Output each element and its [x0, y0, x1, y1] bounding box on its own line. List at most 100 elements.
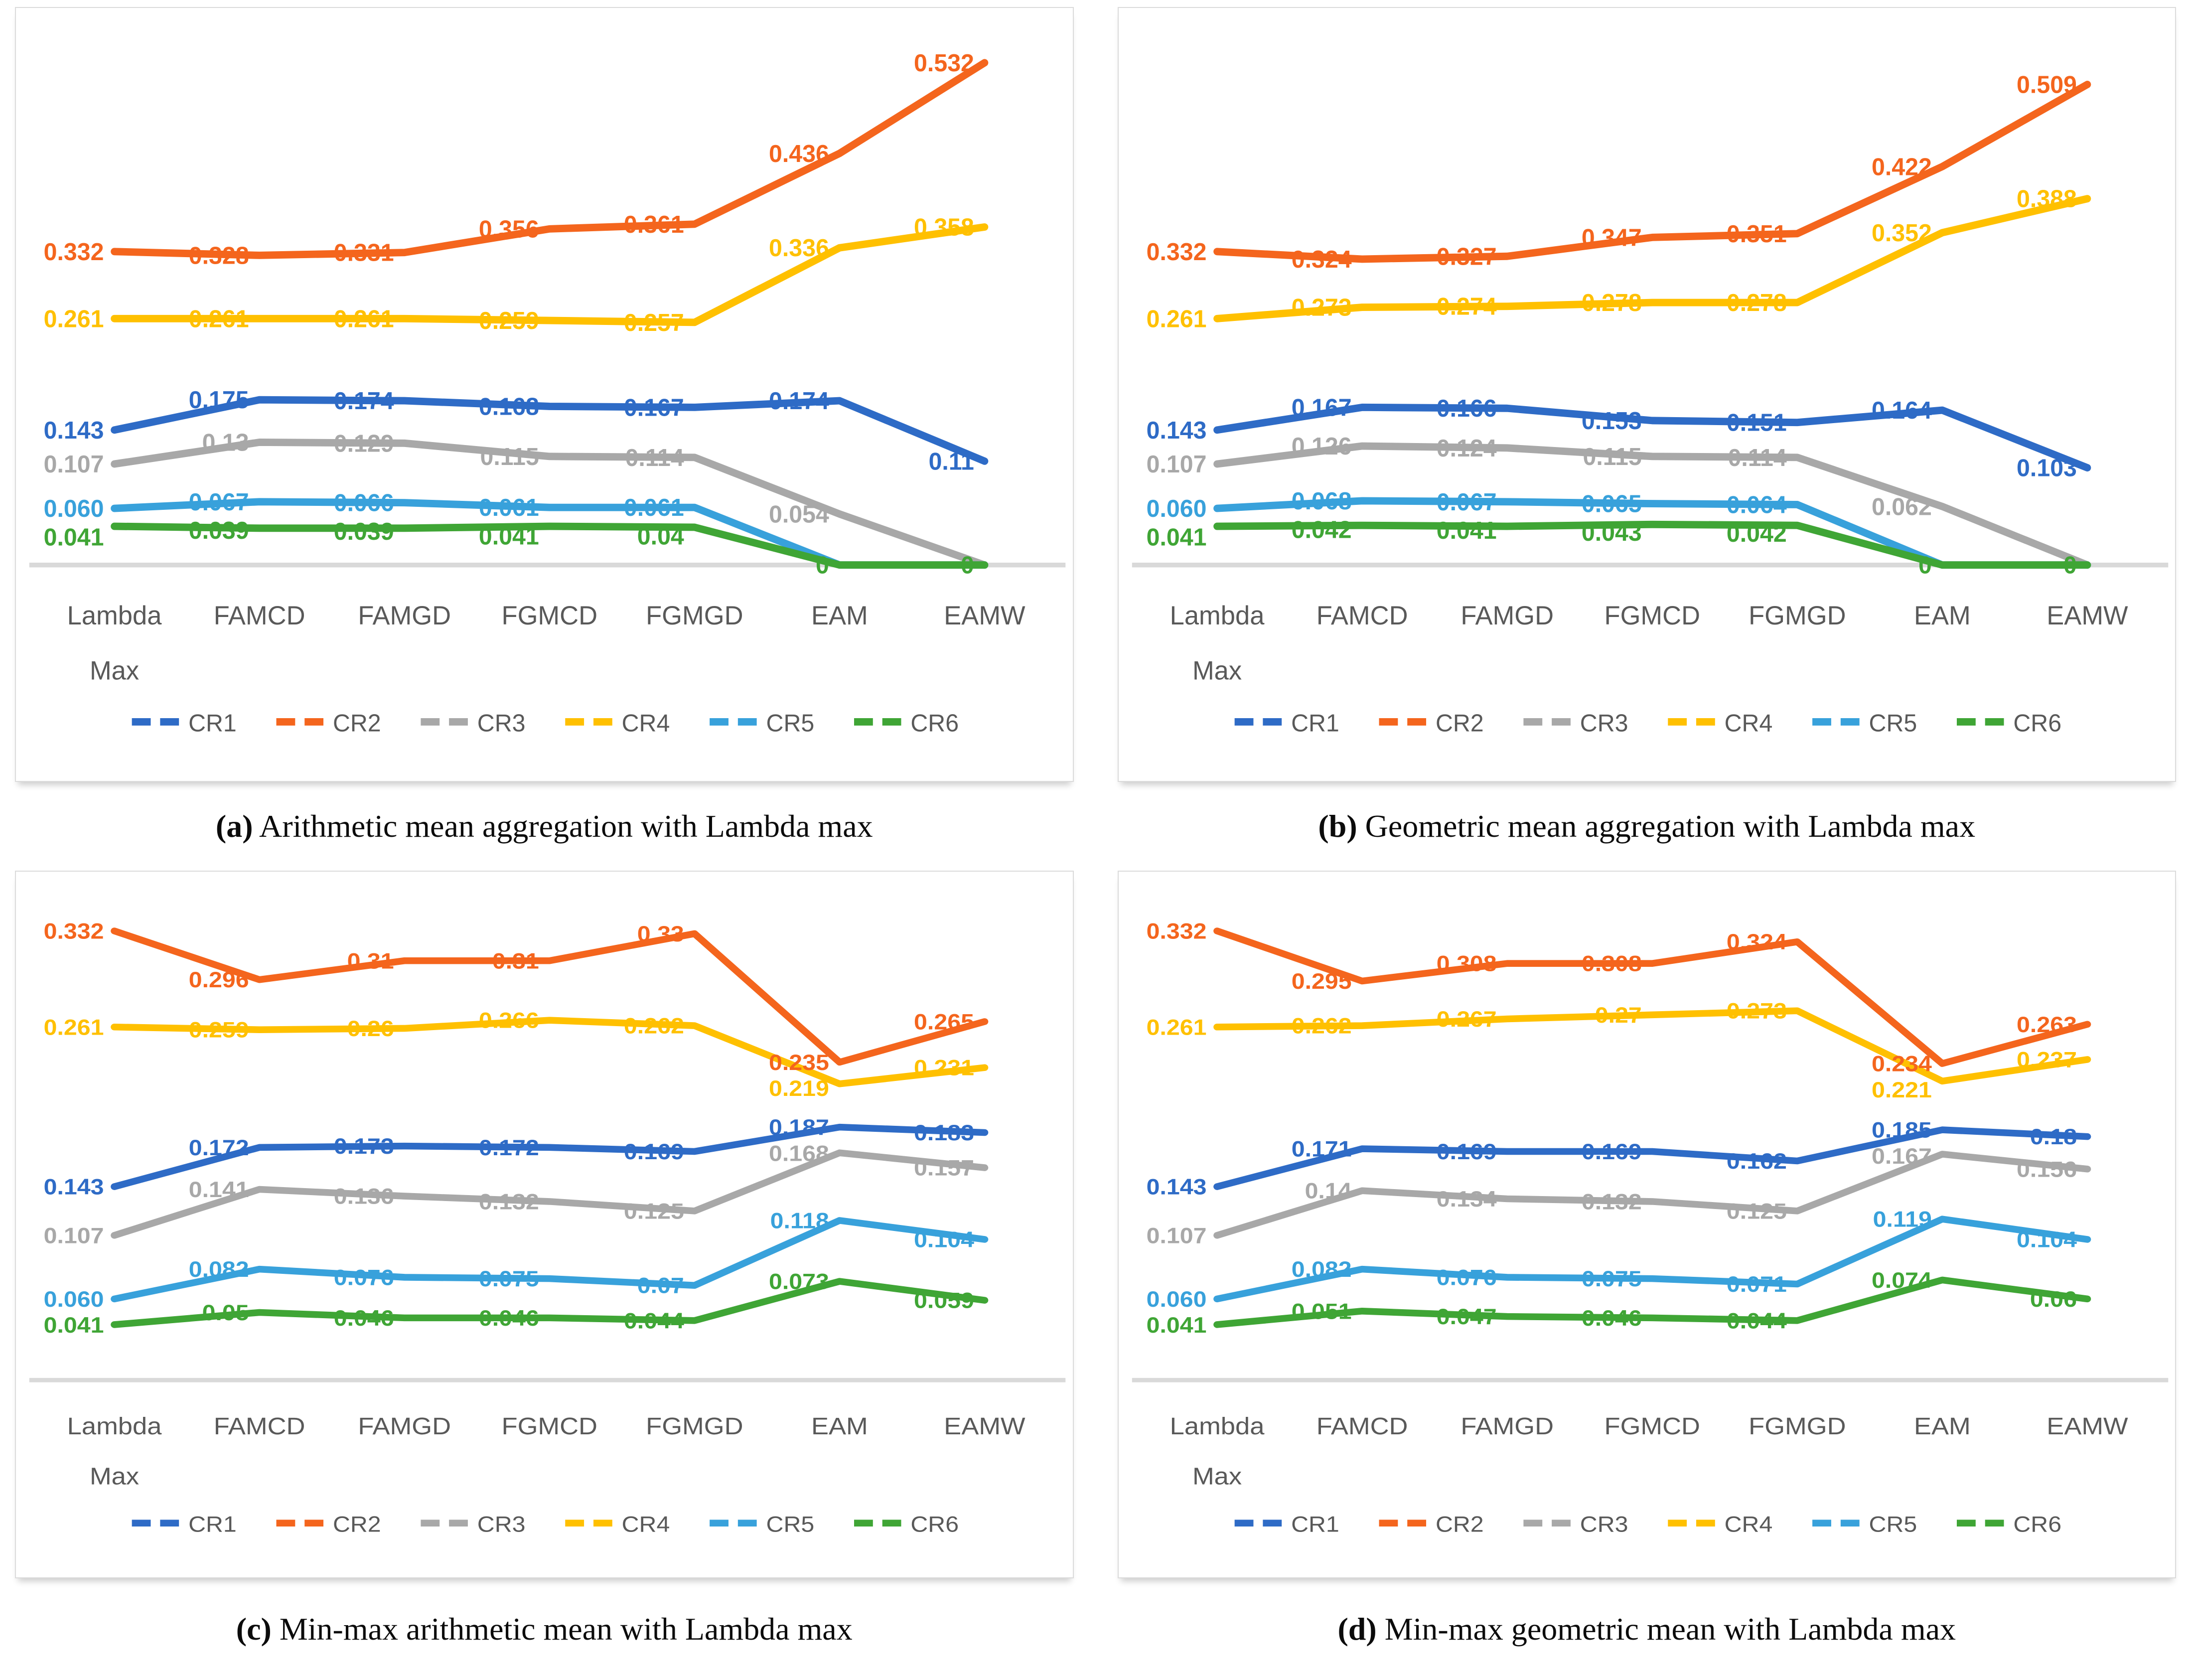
caption-b-text: Geometric mean aggregation with Lambda m… [1357, 808, 1976, 844]
data-label-CR5-1: 0.082 [189, 1257, 249, 1282]
series-line-CR3 [1213, 1151, 2091, 1239]
caption-d: (d) Min-max geometric mean with Lambda m… [1118, 1578, 2177, 1680]
legend-item-CR4: CR4 [565, 1512, 670, 1536]
data-label-CR1-2: 0.166 [1436, 395, 1496, 422]
data-label-CR2-5: 0.234 [1872, 1051, 1932, 1076]
x-tick-label-0: Max [90, 1462, 139, 1490]
data-label-CR2-4: 0.361 [624, 211, 684, 238]
series-line-CR1 [111, 1123, 989, 1190]
x-tick-label-6: EAMW [944, 601, 1025, 630]
legend-label-CR6: CR6 [910, 710, 959, 737]
legend-label-CR4: CR4 [622, 1512, 670, 1536]
data-label-CR5-0: 0.060 [1146, 495, 1206, 522]
data-label-CR4-1: 0.261 [189, 305, 249, 332]
data-label-CR5-2: 0.076 [1436, 1265, 1496, 1290]
data-label-CR2-4: 0.351 [1726, 221, 1786, 248]
data-label-CR4-6: 0.231 [914, 1055, 974, 1080]
series-line-CR6 [1213, 1276, 2091, 1328]
data-label-CR1-1: 0.171 [1291, 1136, 1351, 1161]
data-label-CR6-1: 0.042 [1291, 516, 1351, 543]
x-tick-label-0: Lambda [67, 601, 162, 630]
data-label-CR4-6: 0.358 [914, 214, 974, 241]
legend-item-CR2: CR2 [276, 1512, 381, 1536]
data-label-CR3-6: 0.157 [914, 1155, 974, 1180]
legend-item-CR4: CR4 [1667, 1512, 1772, 1536]
data-label-CR6-0: 0.041 [44, 1313, 104, 1338]
data-label-CR6-3: 0.041 [479, 523, 539, 550]
data-label-CR4-1: 0.273 [1291, 294, 1351, 321]
data-label-CR5-3: 0.075 [1581, 1266, 1641, 1291]
series-line-CR1 [1213, 1126, 2091, 1190]
legend-label-CR4: CR4 [1724, 1512, 1772, 1536]
data-label-CR3-6: 0.156 [2017, 1157, 2077, 1182]
data-label-CR1-5: 0.164 [1871, 397, 1931, 424]
data-label-CR1-5: 0.187 [769, 1115, 829, 1140]
x-tick-label-3: FGMCD [1604, 601, 1700, 630]
data-label-CR6-0: 0.041 [1146, 524, 1206, 551]
data-label-CR2-2: 0.331 [334, 239, 394, 266]
data-label-CR1-3: 0.153 [1581, 408, 1641, 435]
data-label-CR1-1: 0.167 [1291, 394, 1351, 421]
caption-b-letter: (b) [1318, 808, 1357, 844]
data-label-CR6-5: 0 [1918, 552, 1932, 579]
data-label-CR2-4: 0.33 [637, 921, 684, 946]
caption-c-letter: (c) [236, 1611, 272, 1647]
series-line-CR3 [1213, 442, 2091, 569]
data-label-CR6-4: 0.044 [1726, 1308, 1786, 1333]
data-label-CR3-5: 0.054 [769, 501, 829, 528]
series-line-CR2 [1213, 927, 2091, 1067]
data-label-CR6-3: 0.043 [1581, 519, 1641, 546]
data-label-CR1-1: 0.172 [189, 1135, 249, 1160]
legend-item-CR2: CR2 [1379, 1512, 1483, 1536]
data-label-CR4-0: 0.261 [44, 1015, 104, 1040]
data-label-CR1-2: 0.174 [334, 388, 394, 415]
legend-item-CR2: CR2 [276, 710, 381, 737]
data-label-CR5-4: 0.061 [624, 494, 684, 521]
series-line-CR1 [111, 396, 989, 465]
data-label-CR2-5: 0.235 [769, 1050, 829, 1075]
data-label-CR1-0: 0.143 [44, 417, 104, 444]
series-line-CR1 [1213, 403, 2091, 472]
data-label-CR3-2: 0.136 [334, 1184, 394, 1209]
caption-d-letter: (d) [1337, 1611, 1377, 1647]
data-label-CR3-2: 0.124 [1436, 435, 1496, 462]
caption-d-text: Min-max geometric mean with Lambda max [1376, 1611, 1956, 1647]
legend-item-CR6: CR6 [854, 1512, 959, 1536]
legend-label-CR2: CR2 [333, 710, 381, 737]
x-tick-label-4: FGMGD [646, 601, 743, 630]
data-label-CR5-1: 0.082 [1291, 1257, 1351, 1282]
x-tick-label-5: EAM [1914, 1412, 1971, 1440]
data-label-CR4-0: 0.261 [1146, 1015, 1206, 1040]
data-label-CR4-5: 0.219 [769, 1076, 829, 1101]
data-label-CR6-5: 0.074 [1872, 1268, 1932, 1293]
x-tick-label-3: FGMCD [1604, 1412, 1700, 1440]
data-label-CR1-4: 0.169 [624, 1139, 684, 1164]
data-label-CR6-2: 0.039 [334, 518, 394, 545]
x-tick-label-0: Lambda [1169, 1412, 1265, 1440]
data-label-CR2-6: 0.263 [2017, 1012, 2077, 1037]
data-label-CR3-1: 0.13 [202, 429, 249, 456]
data-label-CR5-4: 0.07 [637, 1273, 684, 1298]
x-tick-label-4: FGMGD [646, 1412, 743, 1440]
legend-label-CR3: CR3 [1580, 1512, 1628, 1536]
x-tick-label-5: EAM [811, 601, 868, 630]
data-label-CR1-6: 0.11 [929, 448, 974, 475]
legend-item-CR1: CR1 [1234, 1512, 1339, 1536]
x-tick-label-2: FAMGD [1461, 601, 1554, 630]
chart-a: 0.3320.2610.1430.1070.0600.0410.3280.261… [29, 50, 1066, 737]
x-tick-label-3: FGMCD [502, 1412, 597, 1440]
data-label-CR5-2: 0.076 [334, 1265, 394, 1290]
series-line-CR3 [111, 1149, 989, 1239]
data-label-CR5-5: 0.118 [770, 1208, 829, 1233]
legend-item-CR6: CR6 [1956, 710, 2061, 737]
legend-item-CR1: CR1 [132, 710, 237, 737]
data-label-CR2-3: 0.347 [1581, 224, 1641, 251]
caption-c: (c) Min-max arithmetic mean with Lambda … [15, 1578, 1074, 1680]
data-label-CR5-0: 0.060 [1146, 1287, 1206, 1312]
data-label-CR4-2: 0.26 [347, 1016, 394, 1041]
data-label-CR4-2: 0.261 [334, 305, 394, 332]
data-label-CR1-1: 0.175 [189, 387, 249, 414]
legend-label-CR6: CR6 [2013, 710, 2061, 737]
series-line-CR4 [1213, 195, 2091, 322]
